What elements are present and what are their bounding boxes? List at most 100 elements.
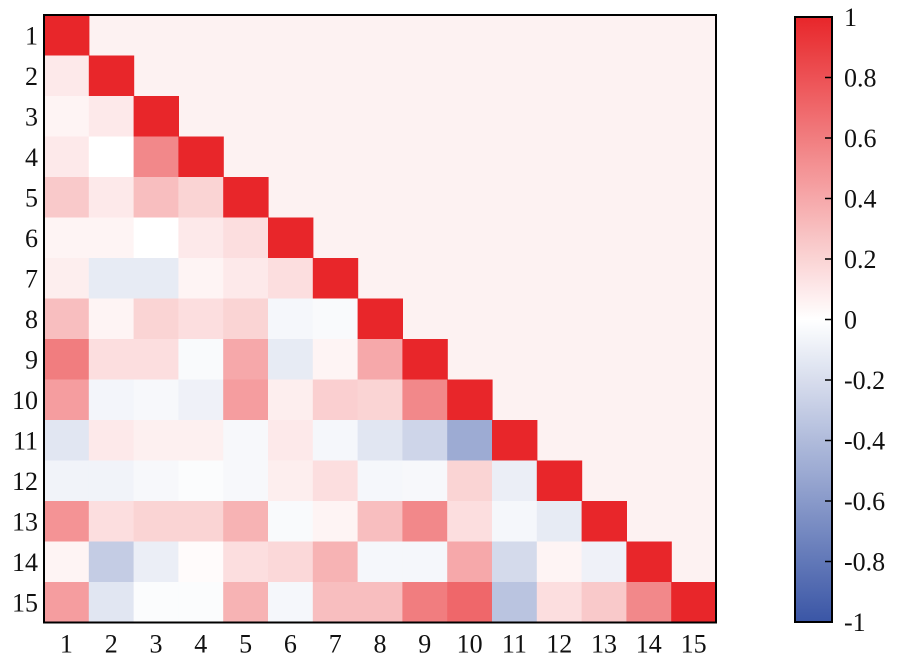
plot-frame [43,14,717,624]
heatmap-cell [492,420,538,462]
heatmap-cell [268,258,314,300]
x-tick-label: 9 [418,630,431,657]
heatmap-cell [492,541,538,583]
heatmap-cell [223,460,269,502]
heatmap-cell [133,298,179,340]
heatmap-cell [268,298,314,340]
x-tick-label: 2 [105,630,118,657]
heatmap-cell [312,258,359,300]
heatmap-cell [312,582,359,624]
y-tick-label: 2 [25,62,38,91]
heatmap-cell [88,582,135,624]
heatmap-cell [536,501,583,543]
heatmap-cell [223,541,269,583]
colorbar-ticks: 1 0.8 0.6 0.4 0.2 0 -0.2 -0.4 -0.6 -0.8 -1 [825,3,885,637]
heatmap-cell [178,541,224,583]
heatmap-cell [178,582,224,624]
heatmap-cell [357,420,403,462]
heatmap-cell [178,136,224,178]
heatmap-cell [133,460,179,502]
heatmap-cell [44,501,90,543]
heatmap-cell [312,460,359,502]
heatmap-cell [581,541,627,583]
heatmap-cell [178,460,224,502]
heatmap-cell [626,541,672,583]
heatmap-cell [357,379,403,421]
heatmap-cell [536,460,583,502]
colorbar-tick-label: 0.2 [844,245,877,274]
heatmap-cell [402,460,448,502]
heatmap-cell [133,217,179,259]
heatmap-cell [581,501,627,543]
heatmap-cell [581,582,627,624]
heatmap-cell [268,339,314,381]
heatmap-cell [402,501,448,543]
heatmap-cell [268,379,314,421]
heatmap-cell [88,420,135,462]
heatmap-cell [88,460,135,502]
heatmap-cell [44,339,90,381]
heatmap-cell [178,258,224,300]
y-tick-label: 15 [12,588,38,617]
heatmap-cell [44,217,90,259]
heatmap-cells [44,15,717,624]
colorbar-tick-label: -0.6 [844,487,885,516]
heatmap-cell [312,541,359,583]
y-tick-label: 12 [12,467,38,496]
heatmap-cell [671,582,717,624]
y-tick-label: 5 [25,183,38,212]
heatmap-cell [447,420,493,462]
y-tick-label: 13 [12,507,38,536]
heatmap-cell [312,339,359,381]
heatmap-cell [178,379,224,421]
y-tick-label: 14 [12,548,38,577]
y-tick-label: 9 [25,345,38,374]
heatmap-cell [536,582,583,624]
colorbar-tick-label: -0.8 [844,548,885,577]
heatmap-cell [357,541,403,583]
heatmap-cell [88,55,135,97]
y-tick-label: 3 [25,102,38,131]
x-tick-label: 7 [329,630,342,657]
x-tick-label: 4 [194,630,207,657]
x-axis: 1 2 3 4 5 6 7 8 9 10 11 12 13 14 15 [60,630,707,657]
heatmap-cell [402,339,448,381]
heatmap-cell [402,541,448,583]
heatmap-cell [88,217,135,259]
heatmap-cell [88,541,135,583]
y-tick-label: 6 [25,224,38,253]
heatmap-cell [178,177,224,219]
x-tick-label: 8 [374,630,387,657]
heatmap-cell [44,258,90,300]
colorbar-tick-label: 0.8 [844,64,877,93]
heatmap-cell [133,541,179,583]
heatmap-cell [223,420,269,462]
heatmap-cell [626,582,672,624]
heatmap-cell [88,258,135,300]
y-tick-label: 7 [25,264,38,293]
heatmap-cell [268,420,314,462]
heatmap-cell [447,460,493,502]
heatmap-cell [44,420,90,462]
heatmap-cell [492,501,538,543]
heatmap-cell [88,501,135,543]
heatmap-cell [178,420,224,462]
heatmap-cell [357,339,403,381]
heatmap-cell [268,217,314,259]
heatmap-cell [223,177,269,219]
heatmap-cell [223,339,269,381]
heatmap-cell [223,258,269,300]
heatmap-cell [44,96,90,138]
heatmap-cell [402,379,448,421]
heatmap-cell [223,217,269,259]
heatmap-cell [447,582,493,624]
heatmap-cell [357,582,403,624]
heatmap-cell [88,177,135,219]
heatmap-cell [312,298,359,340]
heatmap-cell [88,339,135,381]
heatmap-cell [492,460,538,502]
colorbar-tick-label: 0.6 [844,124,877,153]
heatmap-cell [44,177,90,219]
heatmap-cell [447,501,493,543]
colorbar-tick-label: 0.4 [844,185,877,214]
